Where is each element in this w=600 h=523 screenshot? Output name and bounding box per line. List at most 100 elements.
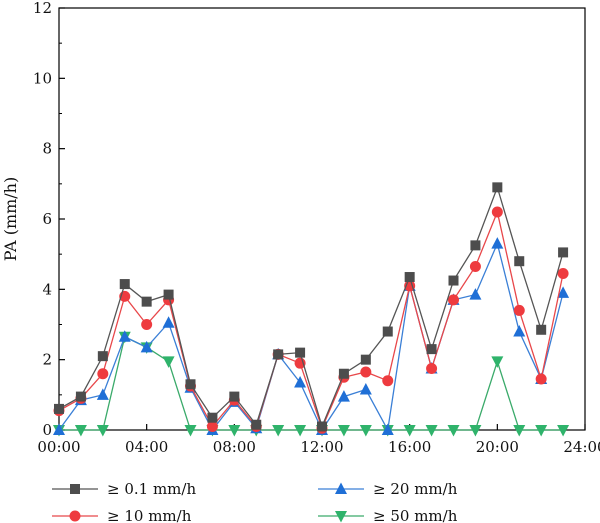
y-tick-label: 10	[33, 69, 52, 87]
data-point	[53, 423, 65, 435]
x-tick-label: 00:00	[37, 438, 80, 456]
data-point	[54, 403, 64, 414]
legend-item: ≥ 0.1 mm/h	[52, 480, 196, 498]
data-point	[557, 268, 569, 280]
y-tick-label: 12	[33, 0, 52, 17]
legend: ≥ 0.1 mm/h ≥ 10 mm/h ≥ 20 mm/h ≥ 50 mm/h	[52, 480, 458, 523]
data-point	[294, 376, 307, 388]
data-point	[228, 425, 241, 437]
data-point	[382, 326, 393, 337]
legend-label: ≥ 20 mm/h	[373, 480, 458, 498]
data-point	[536, 324, 547, 335]
data-point	[162, 316, 175, 328]
data-point	[426, 362, 438, 374]
x-tick-label: 24:00	[563, 438, 600, 456]
data-point	[338, 368, 349, 379]
legend-marker	[70, 484, 80, 494]
data-point	[96, 425, 109, 437]
y-axis-title: PA (mm/h)	[1, 177, 20, 261]
data-point	[491, 237, 504, 249]
data-point	[448, 294, 459, 306]
series-4	[53, 331, 570, 437]
legend-label: ≥ 50 mm/h	[373, 507, 458, 523]
data-point	[162, 356, 175, 368]
data-point	[207, 412, 218, 423]
data-point	[97, 351, 108, 362]
legend-item: ≥ 10 mm/h	[52, 507, 192, 523]
data-point	[337, 425, 350, 437]
data-point	[163, 289, 174, 300]
data-point	[360, 354, 371, 365]
data-point	[381, 423, 394, 435]
data-point	[535, 373, 547, 385]
data-point	[447, 425, 460, 437]
y-tick-label: 6	[42, 210, 52, 228]
data-point	[404, 272, 415, 283]
data-point	[251, 419, 262, 430]
legend-label: ≥ 0.1 mm/h	[107, 480, 196, 498]
series-line	[58, 241, 564, 433]
data-point	[492, 182, 503, 193]
data-point	[229, 391, 240, 402]
data-point	[359, 425, 372, 437]
data-point	[491, 206, 503, 218]
y-tick-label: 2	[42, 351, 52, 369]
y-tick-label: 8	[42, 140, 52, 158]
data-point	[469, 425, 482, 437]
data-point	[273, 349, 284, 360]
legend-item: ≥ 20 mm/h	[318, 480, 458, 498]
data-point	[75, 391, 86, 402]
data-point	[295, 347, 306, 358]
data-point	[140, 340, 153, 353]
data-point	[513, 425, 526, 437]
data-point	[535, 425, 548, 437]
series-line	[58, 209, 564, 431]
data-point	[469, 260, 481, 272]
data-point	[448, 275, 459, 286]
data-point	[184, 425, 197, 437]
data-point	[491, 356, 504, 368]
data-point	[514, 256, 525, 267]
y-tick-label: 4	[42, 280, 52, 298]
legend-marker	[69, 510, 81, 522]
data-point	[337, 390, 350, 402]
series-2	[53, 206, 569, 434]
data-point	[557, 286, 570, 298]
data-point	[360, 366, 372, 378]
data-point	[317, 421, 327, 432]
legend-item: ≥ 50 mm/h	[318, 507, 458, 523]
data-point	[558, 247, 569, 258]
series-3	[53, 237, 570, 435]
series-1	[54, 182, 569, 432]
data-point	[513, 304, 525, 316]
data-point	[119, 279, 130, 290]
series-line	[59, 335, 564, 431]
data-point	[382, 375, 394, 387]
legend-marker	[335, 482, 347, 494]
data-point	[469, 288, 482, 300]
data-point	[206, 420, 218, 432]
data-point	[97, 368, 109, 380]
data-point	[141, 296, 152, 307]
x-tick-label: 12:00	[300, 438, 343, 456]
data-point	[141, 319, 153, 330]
data-point	[513, 325, 526, 337]
x-tick-label: 04:00	[125, 438, 168, 456]
data-point	[272, 425, 285, 437]
data-point	[185, 379, 196, 390]
y-axis: 0 2 4 6 8 10 12	[33, 0, 65, 439]
x-tick-label: 16:00	[388, 438, 431, 456]
legend-marker	[335, 511, 347, 523]
data-point	[425, 425, 438, 437]
data-point	[294, 425, 307, 437]
data-point	[426, 344, 437, 355]
data-point	[403, 425, 416, 437]
data-point	[96, 388, 109, 400]
series-layer	[53, 182, 570, 437]
legend-label: ≥ 10 mm/h	[107, 507, 192, 523]
data-point	[470, 240, 481, 251]
x-tick-label: 08:00	[213, 438, 256, 456]
x-tick-label: 20:00	[476, 438, 519, 456]
data-point	[74, 425, 87, 437]
